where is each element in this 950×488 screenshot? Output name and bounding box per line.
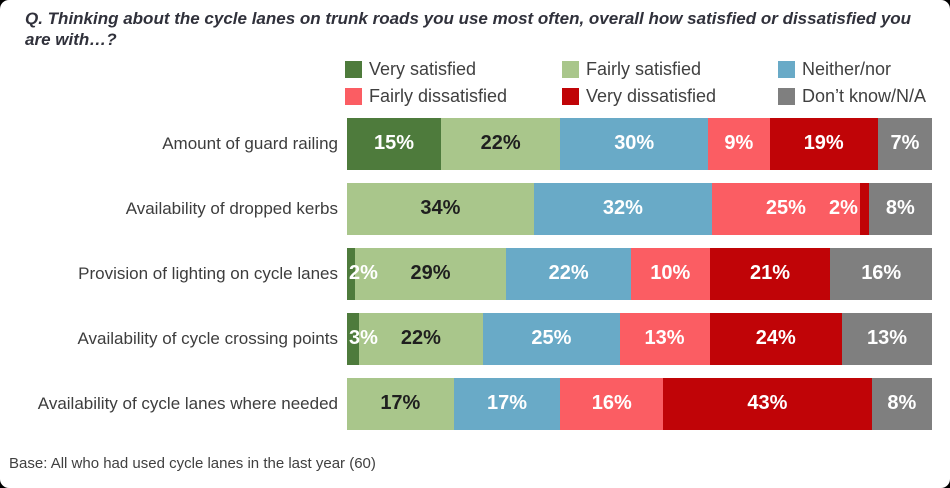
bar-segment: 7% bbox=[877, 117, 932, 170]
bar-segment: 43% bbox=[663, 377, 872, 430]
bar-segment: 22% bbox=[506, 247, 632, 300]
base-note: Base: All who had used cycle lanes in th… bbox=[9, 455, 376, 472]
bar-segment: 19% bbox=[769, 117, 878, 170]
bar-segment: 17% bbox=[453, 377, 561, 430]
legend-label: Neither/nor bbox=[802, 58, 892, 79]
bar-segment: 34% bbox=[347, 182, 534, 235]
segment-value-label: 21% bbox=[749, 262, 790, 284]
question-title: Q. Thinking about the cycle lanes on tru… bbox=[25, 9, 912, 50]
legend-label: Fairly satisfied bbox=[586, 58, 702, 79]
chart-row: Availability of cycle lanes where needed… bbox=[0, 377, 932, 430]
bar-segment: 16% bbox=[830, 247, 933, 300]
bar-segment: 30% bbox=[560, 117, 709, 170]
legend-item-fairly-dissatisfied: Fairly dissatisfied bbox=[345, 86, 562, 107]
bar-segment: 2% bbox=[829, 182, 869, 235]
segment-value-label: 22% bbox=[548, 262, 589, 284]
bar-segment: 13% bbox=[841, 312, 933, 365]
chart-row: Provision of lighting on cycle lanes 2% 29… bbox=[0, 247, 933, 300]
category-label: Availability of cycle crossing points bbox=[77, 328, 338, 348]
segment-value-label: 30% bbox=[614, 132, 655, 154]
bar-segment: 8% bbox=[868, 182, 932, 235]
segment-value-label: 9% bbox=[724, 132, 754, 154]
legend-item-very-dissatisfied: Very dissatisfied bbox=[562, 86, 778, 107]
segment-value-label: 25% bbox=[531, 327, 572, 349]
segment-value-label: 2% bbox=[349, 262, 378, 284]
bar: 34% 32% 25% 2% 8% bbox=[347, 182, 932, 235]
segment-value-label: 13% bbox=[866, 327, 907, 349]
bar-segment: 21% bbox=[709, 247, 831, 300]
category-label: Availability of dropped kerbs bbox=[125, 198, 338, 218]
category-label: Provision of lighting on cycle lanes bbox=[78, 263, 338, 283]
bar-segment: 24% bbox=[709, 312, 842, 365]
segment-value-label: 34% bbox=[420, 197, 461, 219]
segment-value-label: 29% bbox=[410, 262, 451, 284]
segment-value-label: 16% bbox=[861, 262, 902, 284]
legend-swatch-fairly-dissatisfied-icon bbox=[345, 87, 362, 105]
segment-value-label: 32% bbox=[602, 197, 643, 219]
bar: 3% 22% 25% 13% 24% 13% bbox=[347, 312, 933, 365]
bar-segment: 8% bbox=[871, 377, 932, 430]
bar-segment: 13% bbox=[619, 312, 710, 365]
bar-segment: 15% bbox=[347, 117, 442, 170]
legend-label: Fairly dissatisfied bbox=[369, 85, 508, 106]
bar-segment: 9% bbox=[708, 117, 770, 170]
bar-segment: 32% bbox=[533, 182, 712, 235]
legend-label: Don’t know/N/A bbox=[802, 85, 927, 106]
legend-item-very-satisfied: Very satisfied bbox=[345, 59, 562, 80]
segment-value-label: 16% bbox=[591, 392, 632, 414]
bar-segment: 16% bbox=[560, 377, 664, 430]
bar-segment: 10% bbox=[631, 247, 710, 300]
stacked-bar-chart: Amount of guard railing 15% 22% 30% 9% 19% 7% A… bbox=[0, 117, 933, 430]
segment-value-label: 3% bbox=[349, 327, 378, 349]
bar-segment: 25% bbox=[711, 182, 860, 235]
legend-item-dont-know: Don’t know/N/A bbox=[778, 86, 950, 107]
chart-row: Availability of dropped kerbs 34% 32% 25% 2%… bbox=[0, 182, 932, 235]
segment-value-label: 17% bbox=[486, 392, 528, 414]
bar-segment: 17% bbox=[347, 377, 454, 430]
bar-segment: 25% bbox=[483, 312, 620, 365]
bar-segment: 3% bbox=[347, 312, 378, 365]
legend-swatch-very-dissatisfied-icon bbox=[562, 87, 579, 105]
legend-swatch-very-satisfied-icon bbox=[345, 60, 362, 78]
category-label: Amount of guard railing bbox=[162, 133, 338, 153]
bar: 15% 22% 30% 9% 19% 7% bbox=[347, 117, 932, 170]
legend-item-fairly-satisfied: Fairly satisfied bbox=[562, 59, 778, 80]
segment-value-label: 17% bbox=[380, 392, 421, 414]
bar-segment: 2% bbox=[347, 247, 378, 300]
segment-value-label: 24% bbox=[755, 327, 796, 349]
category-label: Availability of cycle lanes where needed bbox=[37, 393, 338, 413]
chart-row: Amount of guard railing 15% 22% 30% 9% 19% 7% bbox=[0, 117, 932, 170]
segment-value-label: 8% bbox=[885, 197, 915, 219]
legend-label: Very dissatisfied bbox=[586, 85, 717, 106]
bar: 2% 29% 22% 10% 21% 16% bbox=[347, 247, 933, 300]
bar-segment: 29% bbox=[354, 247, 507, 300]
chart-row: Availability of cycle crossing points 3% 2… bbox=[0, 312, 933, 365]
bar-segment: 22% bbox=[441, 117, 561, 170]
segment-value-label: 2% bbox=[829, 197, 858, 219]
legend-swatch-dont-know-icon bbox=[778, 87, 795, 105]
segment-value-label: 10% bbox=[650, 262, 691, 284]
chart-legend: Very satisfied Fairly satisfied Neither/… bbox=[345, 59, 950, 107]
segment-value-label: 13% bbox=[644, 327, 685, 349]
segment-value-label: 7% bbox=[890, 132, 920, 154]
segment-value-label: 22% bbox=[400, 327, 441, 349]
segment-value-label: 25% bbox=[765, 197, 806, 219]
segment-value-label: 15% bbox=[373, 132, 415, 154]
segment-value-label: 22% bbox=[480, 132, 521, 154]
segment-value-label: 19% bbox=[803, 132, 844, 154]
legend-label: Very satisfied bbox=[369, 58, 477, 79]
legend-swatch-neither-nor-icon bbox=[778, 60, 795, 78]
segment-value-label: 43% bbox=[747, 392, 788, 414]
bar-segment: 22% bbox=[358, 312, 484, 365]
legend-swatch-fairly-satisfied-icon bbox=[562, 60, 579, 78]
legend-item-neither-nor: Neither/nor bbox=[778, 59, 950, 80]
segment-value-label: 8% bbox=[887, 392, 917, 414]
bar: 17% 17% 16% 43% 8% bbox=[347, 377, 932, 430]
